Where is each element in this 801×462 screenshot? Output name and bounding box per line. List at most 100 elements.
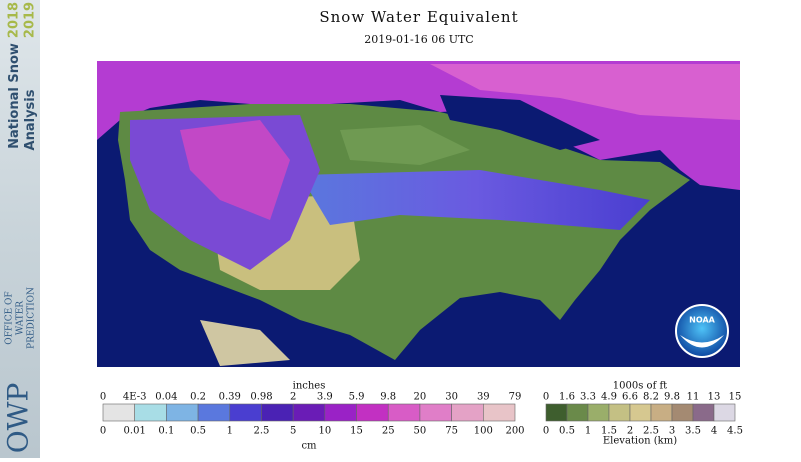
legend-label: 5.9 [349,392,365,403]
plains [340,125,470,165]
sidebar-year: 2019 [23,2,38,38]
legend-swatch [629,403,652,422]
office-name: PREDICTION [27,287,37,349]
legend-swatch [134,403,167,422]
mexico [200,320,290,366]
legend-label: 10 [318,426,331,437]
legend-label: 0 [100,392,106,403]
mountain-snow [180,120,290,220]
legend-label: 3.3 [580,392,596,403]
legend-label: 4 [711,426,717,437]
sidebar-text: National Snow [7,43,22,149]
legend-unit: 1000s of ft [613,381,667,392]
legend-label: 0.39 [219,392,241,403]
legend-label: 20 [414,392,427,403]
legend-label: 0.98 [250,392,272,403]
office-name: OFFICE OF [5,291,15,344]
legend-label: 15 [350,426,363,437]
sidebar-text: Analysis [23,89,38,150]
legend-label: 1.5 [601,426,617,437]
legend-swatch [102,403,135,422]
sidebar [0,0,40,458]
legend-swatch [545,403,568,422]
legend-swatch [197,403,231,422]
legend-swatch [566,403,589,422]
legend-unit: Elevation (km) [603,436,677,447]
legend-swatch [419,403,452,422]
legend-label: 100 [474,426,493,437]
legend-label: 0 [100,426,106,437]
legend-label: 4E-3 [123,392,147,403]
legend-swatch [387,403,421,422]
legend-label: 3 [669,426,675,437]
legend-label: 13 [708,392,721,403]
legend-unit: cm [301,441,317,452]
snow-band [300,170,650,230]
legend-label: 0.2 [190,392,206,403]
legend-swatch [692,403,715,422]
noaa-logo-wave [680,335,724,348]
legend-label: 3.5 [685,426,701,437]
sidebar-text: Analysis [23,89,38,150]
legend-swatch [671,403,694,422]
legend-swatch [483,403,516,422]
legend-swatch [229,403,262,422]
legend-swatch [261,403,294,422]
map: NOAA [97,61,740,367]
legend-swatch [356,403,389,422]
legend-label: 75 [445,426,458,437]
office-name: WATER [16,301,26,335]
legend-label: 6.6 [622,392,638,403]
legend-label: 0 [543,426,549,437]
title: Snow Water Equivalent [319,8,518,26]
legend-label: 0.5 [190,426,206,437]
legend-label: 15 [729,392,742,403]
noaa-logo [675,304,729,358]
legend-label: 0.04 [155,392,177,403]
legend-label: 25 [382,426,395,437]
legend-label: 1 [585,426,591,437]
legend-label: 9.8 [380,392,396,403]
legend-unit: inches [293,381,326,392]
legend-label: 1.6 [559,392,575,403]
legend-label: 4.9 [601,392,617,403]
legend-label: 4.5 [727,426,743,437]
legend-label: 39 [477,392,490,403]
legend-swatch [608,403,631,422]
legend-label: 2 [627,426,633,437]
legend-swatch [166,403,199,422]
canada-deep-snow [430,64,740,120]
legend-label: 9.8 [664,392,680,403]
legend-label: 0.01 [124,426,146,437]
legend-label: 2.5 [643,426,659,437]
legend-swatch [587,403,610,422]
legend-label: 79 [509,392,522,403]
legend-label: 30 [445,392,458,403]
legend-label: 2.5 [254,426,270,437]
great-lakes [440,95,600,150]
legend-label: 0.5 [559,426,575,437]
noaa-logo-text: NOAA [689,316,715,325]
office-abbrev: OWP [2,383,35,454]
sidebar-text: National Snow [7,43,22,149]
legend-swatch [292,403,326,422]
legend-swatch [713,403,736,422]
legend-swatch [650,403,673,422]
legend-label: 0.1 [158,426,174,437]
legend-label: 3.9 [317,392,333,403]
subtitle: 2019-01-16 06 UTC [364,33,473,46]
legend-swatch [451,403,484,422]
legend-label: 5 [290,426,296,437]
legend-label: 0 [543,392,549,403]
legend-label: 8.2 [643,392,659,403]
legend-label: 50 [414,426,427,437]
legend-label: 200 [505,426,524,437]
legend-label: 2 [290,392,296,403]
legend-label: 1 [227,426,233,437]
legends: inches cm 1000s of ft Elevation (km) 0 4E… [100,381,743,452]
sidebar-year: 2018 [7,2,22,38]
legend-label: 11 [687,392,700,403]
legend-swatch [324,403,357,422]
